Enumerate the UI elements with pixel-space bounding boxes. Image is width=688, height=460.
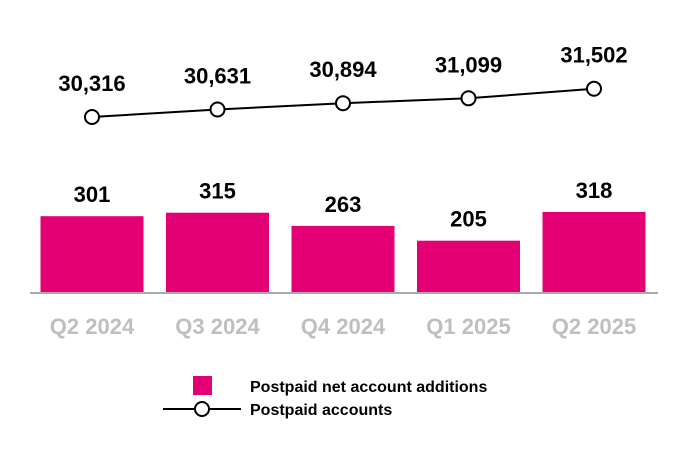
bar-q2-2025 bbox=[542, 211, 646, 293]
bar-q1-2025 bbox=[417, 240, 520, 293]
line-value-label: 30,316 bbox=[58, 71, 125, 96]
bar-value-label: 205 bbox=[450, 207, 487, 232]
category-label: Q1 2025 bbox=[426, 314, 510, 339]
legend-marker-sample bbox=[194, 401, 210, 417]
bar-value-label: 315 bbox=[199, 179, 236, 204]
legend-label-bar: Postpaid net account additions bbox=[250, 379, 487, 396]
bar-q3-2024 bbox=[166, 212, 269, 293]
line-value-label: 31,502 bbox=[560, 43, 627, 68]
bar-value-label: 263 bbox=[325, 192, 362, 217]
legend-swatch-bar bbox=[193, 376, 212, 395]
category-label: Q3 2024 bbox=[175, 314, 260, 339]
category-label: Q2 2024 bbox=[50, 314, 135, 339]
line-point-q2-2025 bbox=[586, 80, 602, 97]
bar-value-labels: 301 315 263 205 318 bbox=[74, 178, 613, 232]
category-labels: Q2 2024 Q3 2024 Q4 2024 Q1 2025 Q2 2025 bbox=[50, 314, 636, 339]
line-point-q3-2024 bbox=[209, 101, 226, 118]
bar-value-label: 301 bbox=[74, 182, 111, 207]
line-series bbox=[84, 80, 602, 125]
line-point-q4-2024 bbox=[335, 95, 351, 112]
category-label: Q2 2025 bbox=[552, 314, 636, 339]
legend: Postpaid net account additions Postpaid … bbox=[163, 376, 487, 419]
bar-value-label: 318 bbox=[576, 178, 613, 203]
line-value-label: 30,894 bbox=[309, 57, 377, 82]
bar-q4-2024 bbox=[291, 225, 395, 293]
line-value-label: 31,099 bbox=[435, 52, 502, 77]
bar-q2-2024 bbox=[40, 216, 144, 293]
line-point-q1-2025 bbox=[460, 90, 477, 107]
legend-label-line: Postpaid accounts bbox=[250, 402, 392, 419]
line-value-label: 30,631 bbox=[184, 64, 251, 89]
bars-layer bbox=[40, 211, 646, 293]
line-point-q2-2024 bbox=[84, 109, 100, 125]
category-label: Q4 2024 bbox=[301, 314, 386, 339]
line-value-labels: 30,316 30,631 30,894 31,099 31,502 bbox=[58, 43, 627, 96]
